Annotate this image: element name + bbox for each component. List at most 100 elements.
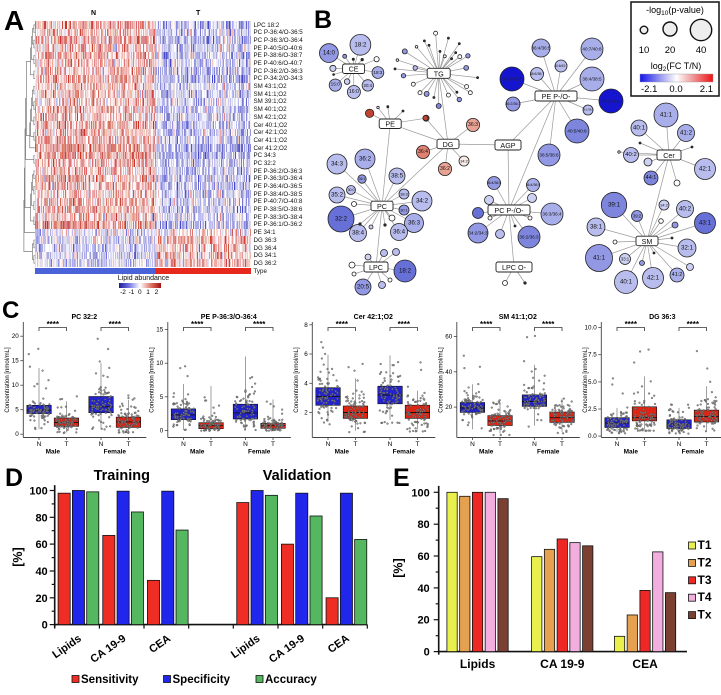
svg-text:DG 36:3: DG 36:3 [649, 314, 676, 321]
svg-text:60: 60 [445, 334, 453, 341]
svg-text:20: 20 [12, 333, 20, 340]
svg-text:38:5/38:6: 38:5/38:6 [539, 153, 559, 158]
svg-text:38:1: 38:1 [590, 224, 603, 231]
svg-text:DG: DG [443, 140, 454, 149]
svg-text:36:4: 36:4 [418, 149, 428, 155]
svg-text:20: 20 [445, 404, 453, 411]
svg-text:Male: Male [335, 449, 350, 456]
svg-text:5: 5 [15, 407, 19, 414]
svg-text:41:1: 41:1 [593, 255, 606, 262]
svg-text:0: 0 [424, 647, 430, 659]
svg-text:N: N [326, 441, 331, 448]
svg-text:PE: PE [385, 120, 395, 129]
svg-text:39:1: 39:1 [608, 202, 621, 209]
svg-text:36:4/36:5: 36:4/36:5 [487, 181, 502, 185]
svg-text:N: N [181, 441, 186, 448]
svg-text:35:2: 35:2 [331, 192, 344, 199]
svg-text:T: T [354, 441, 358, 448]
svg-text:0: 0 [15, 431, 19, 438]
svg-text:38:3: 38:3 [400, 192, 408, 197]
svg-text:2.1: 2.1 [700, 84, 713, 95]
svg-text:34:2: 34:2 [460, 159, 468, 164]
svg-text:Male: Male [479, 449, 494, 456]
svg-text:****: **** [687, 320, 700, 329]
svg-text:LPC O-: LPC O- [502, 263, 527, 272]
svg-text:10.0: 10.0 [585, 325, 598, 332]
svg-text:T: T [127, 441, 131, 448]
svg-text:36:2: 36:2 [440, 166, 450, 172]
svg-text:30:1: 30:1 [400, 208, 408, 213]
svg-text:36:3/36:4: 36:3/36:4 [542, 212, 562, 217]
svg-text:39:2: 39:2 [633, 214, 642, 219]
svg-text:Training: Training [94, 468, 150, 484]
svg-text:36:4/36:5: 36:4/36:5 [531, 46, 551, 51]
svg-text:30:0: 30:0 [348, 188, 355, 192]
svg-text:7.5: 7.5 [588, 352, 597, 359]
svg-text:PE P-36:3/O-36:4: PE P-36:3/O-36:4 [201, 314, 257, 321]
svg-text:Male: Male [624, 449, 639, 456]
svg-text:38:6/38:7: 38:6/38:7 [530, 72, 545, 76]
svg-text:PE P-/O-: PE P-/O- [542, 92, 571, 101]
svg-text:34:2: 34:2 [660, 203, 668, 208]
svg-text:0.0: 0.0 [588, 433, 597, 440]
svg-text:0: 0 [160, 427, 164, 434]
svg-text:Sensitivity: Sensitivity [81, 674, 139, 686]
svg-text:T: T [271, 441, 275, 448]
svg-text:T: T [498, 441, 502, 448]
svg-text:Lipids: Lipids [50, 633, 83, 661]
svg-text:N: N [37, 441, 42, 448]
svg-text:36:1: 36:1 [359, 177, 366, 181]
svg-text:Cer 42:1;O2: Cer 42:1;O2 [354, 314, 393, 321]
svg-text:Validation: Validation [263, 468, 332, 484]
svg-text:****: **** [336, 320, 349, 329]
svg-text:PC: PC [377, 202, 387, 211]
svg-text:36:2/36:3: 36:2/36:3 [519, 235, 539, 240]
svg-text:36:4: 36:4 [393, 229, 406, 236]
svg-text:40:6/40:7: 40:6/40:7 [554, 64, 568, 68]
svg-text:Female: Female [682, 449, 705, 456]
svg-text:20: 20 [35, 593, 47, 605]
svg-text:Cer: Cer [663, 151, 675, 160]
svg-text:10: 10 [156, 360, 164, 367]
svg-text:T1: T1 [698, 538, 712, 552]
svg-text:AGP: AGP [500, 141, 515, 150]
svg-text:100: 100 [29, 486, 47, 498]
svg-text:T: T [65, 441, 69, 448]
svg-text:****: **** [625, 320, 638, 329]
svg-text:60: 60 [417, 551, 429, 563]
svg-text:15: 15 [156, 327, 164, 334]
svg-text:Concentration [nmol/mL]: Concentration [nmol/mL] [294, 347, 300, 413]
svg-text:TG: TG [434, 69, 444, 78]
svg-text:5: 5 [160, 394, 164, 401]
svg-text:T2: T2 [698, 555, 712, 569]
svg-text:SM: SM [642, 237, 653, 246]
svg-text:40:2: 40:2 [625, 152, 636, 158]
svg-text:-log10(p-value): -log10(p-value) [646, 5, 704, 17]
svg-text:20: 20 [417, 615, 429, 627]
svg-text:36:3/36:4: 36:3/36:4 [601, 99, 621, 104]
svg-text:14:0: 14:0 [323, 50, 336, 57]
svg-text:Lipids: Lipids [229, 633, 262, 661]
svg-text:16:0: 16:0 [349, 89, 359, 95]
svg-text:Concentration [nmol/mL]: Concentration [nmol/mL] [438, 347, 444, 413]
svg-text:N: N [615, 441, 620, 448]
svg-text:T: T [705, 441, 709, 448]
svg-text:20: 20 [665, 45, 676, 56]
svg-text:CEA: CEA [147, 633, 173, 656]
svg-text:****: **** [47, 320, 60, 329]
svg-text:10: 10 [639, 45, 650, 56]
svg-text:36:3: 36:3 [408, 220, 421, 227]
svg-text:20:4: 20:4 [364, 83, 373, 88]
svg-text:40:2: 40:2 [679, 206, 692, 213]
svg-text:40: 40 [445, 369, 453, 376]
svg-text:80: 80 [35, 512, 47, 524]
svg-text:Male: Male [46, 449, 61, 456]
svg-text:36:5/36:6: 36:5/36:6 [502, 77, 522, 82]
svg-text:CEA: CEA [326, 633, 352, 656]
svg-text:10: 10 [12, 382, 20, 389]
svg-text:40: 40 [35, 566, 47, 578]
svg-text:15: 15 [12, 358, 20, 365]
svg-text:N: N [99, 441, 104, 448]
svg-text:5.0: 5.0 [588, 379, 597, 386]
svg-text:N: N [677, 441, 682, 448]
